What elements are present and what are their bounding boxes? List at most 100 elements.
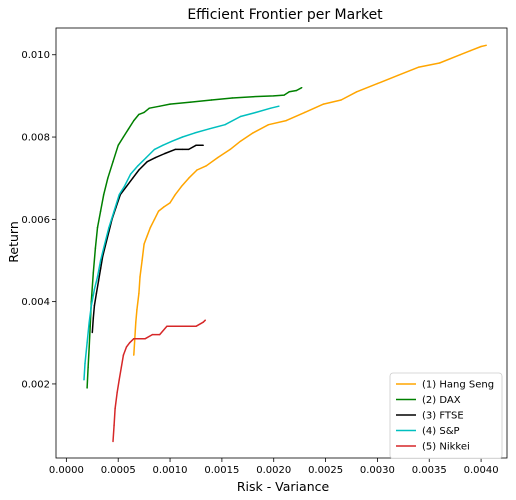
x-tick-label: 0.0015 bbox=[204, 465, 239, 476]
data-point bbox=[169, 202, 171, 204]
y-tick-label: 0.006 bbox=[21, 215, 50, 226]
data-point bbox=[88, 321, 90, 323]
series-line-4 bbox=[83, 105, 280, 380]
data-point bbox=[114, 407, 116, 410]
y-tick-label: 0.008 bbox=[21, 133, 50, 144]
data-point bbox=[137, 165, 139, 167]
data-point bbox=[133, 354, 135, 356]
data-point bbox=[340, 99, 342, 101]
x-tick-label: 0.0005 bbox=[101, 465, 136, 476]
data-point bbox=[231, 97, 233, 99]
data-point bbox=[188, 177, 190, 179]
data-point bbox=[157, 210, 160, 212]
data-point bbox=[295, 89, 298, 92]
data-point bbox=[202, 321, 204, 323]
legend-label: (1) Hang Seng bbox=[422, 380, 494, 391]
data-point bbox=[162, 144, 164, 146]
data-point bbox=[151, 333, 154, 336]
data-point bbox=[188, 148, 190, 151]
data-point bbox=[163, 206, 165, 208]
data-point bbox=[146, 235, 148, 237]
legend: (1) Hang Seng (2) DAX (3) FTSE (4) S&P (5) N… bbox=[389, 372, 503, 459]
data-point bbox=[113, 424, 115, 426]
data-point bbox=[97, 280, 100, 282]
y-tick-label: 0.002 bbox=[21, 379, 50, 390]
data-point bbox=[278, 105, 280, 107]
data-point bbox=[122, 136, 125, 138]
data-point bbox=[376, 82, 379, 85]
data-point bbox=[129, 173, 132, 175]
data-point bbox=[102, 193, 105, 196]
data-point bbox=[138, 337, 140, 340]
data-point bbox=[139, 276, 141, 278]
data-point bbox=[133, 119, 135, 122]
data-point bbox=[148, 107, 151, 109]
series-line-1 bbox=[133, 44, 487, 356]
data-point bbox=[96, 226, 99, 229]
y-tick-label: 0.004 bbox=[21, 297, 50, 308]
data-point bbox=[166, 325, 168, 328]
data-point bbox=[485, 44, 487, 46]
data-point bbox=[89, 325, 91, 328]
legend-box bbox=[389, 372, 503, 459]
data-point bbox=[208, 128, 211, 130]
data-point bbox=[252, 132, 254, 134]
data-point bbox=[83, 379, 85, 381]
data-point bbox=[116, 391, 118, 393]
data-point bbox=[95, 292, 98, 295]
legend-label: (2) DAX bbox=[422, 395, 461, 406]
data-point bbox=[285, 119, 287, 122]
data-point bbox=[470, 49, 472, 52]
data-point bbox=[143, 111, 145, 114]
data-point bbox=[217, 156, 219, 159]
data-point bbox=[143, 243, 145, 245]
data-point bbox=[164, 152, 166, 155]
data-point bbox=[301, 86, 303, 89]
data-point bbox=[154, 156, 157, 159]
data-point bbox=[204, 319, 206, 321]
data-point bbox=[322, 103, 325, 105]
data-point bbox=[194, 132, 196, 134]
data-point bbox=[112, 161, 114, 163]
data-point bbox=[92, 317, 95, 319]
data-point bbox=[112, 440, 114, 443]
data-point bbox=[146, 161, 148, 163]
data-point bbox=[93, 305, 96, 307]
data-point bbox=[397, 74, 399, 77]
data-point bbox=[181, 136, 184, 138]
data-point bbox=[273, 95, 275, 97]
x-tick-label: 0.0040 bbox=[464, 465, 499, 476]
data-point bbox=[269, 107, 272, 109]
data-point bbox=[133, 337, 135, 340]
data-point bbox=[92, 272, 95, 274]
data-point bbox=[104, 243, 106, 245]
data-point bbox=[118, 379, 120, 381]
data-point bbox=[174, 193, 176, 196]
data-point bbox=[94, 247, 97, 249]
data-point bbox=[125, 185, 128, 188]
data-point bbox=[122, 354, 125, 356]
data-point bbox=[196, 169, 198, 171]
data-point bbox=[93, 288, 96, 290]
data-point bbox=[144, 337, 146, 340]
data-point bbox=[224, 123, 226, 126]
data-point bbox=[174, 148, 176, 151]
data-point bbox=[90, 305, 92, 307]
data-point bbox=[283, 94, 285, 96]
plot-area bbox=[55, 27, 508, 459]
data-point bbox=[304, 111, 306, 114]
data-point bbox=[125, 346, 128, 348]
data-point bbox=[153, 218, 156, 221]
data-point bbox=[190, 101, 192, 103]
data-point bbox=[99, 268, 102, 270]
data-point bbox=[117, 144, 119, 146]
data-point bbox=[205, 165, 208, 167]
x-tick-label: 0.0025 bbox=[308, 465, 343, 476]
x-axis-title: Risk - Variance bbox=[237, 479, 330, 494]
series-line-2 bbox=[86, 87, 303, 389]
data-point bbox=[107, 177, 109, 179]
data-point bbox=[120, 366, 123, 369]
x-tick-label: 0.0030 bbox=[360, 465, 395, 476]
data-point bbox=[99, 259, 102, 262]
